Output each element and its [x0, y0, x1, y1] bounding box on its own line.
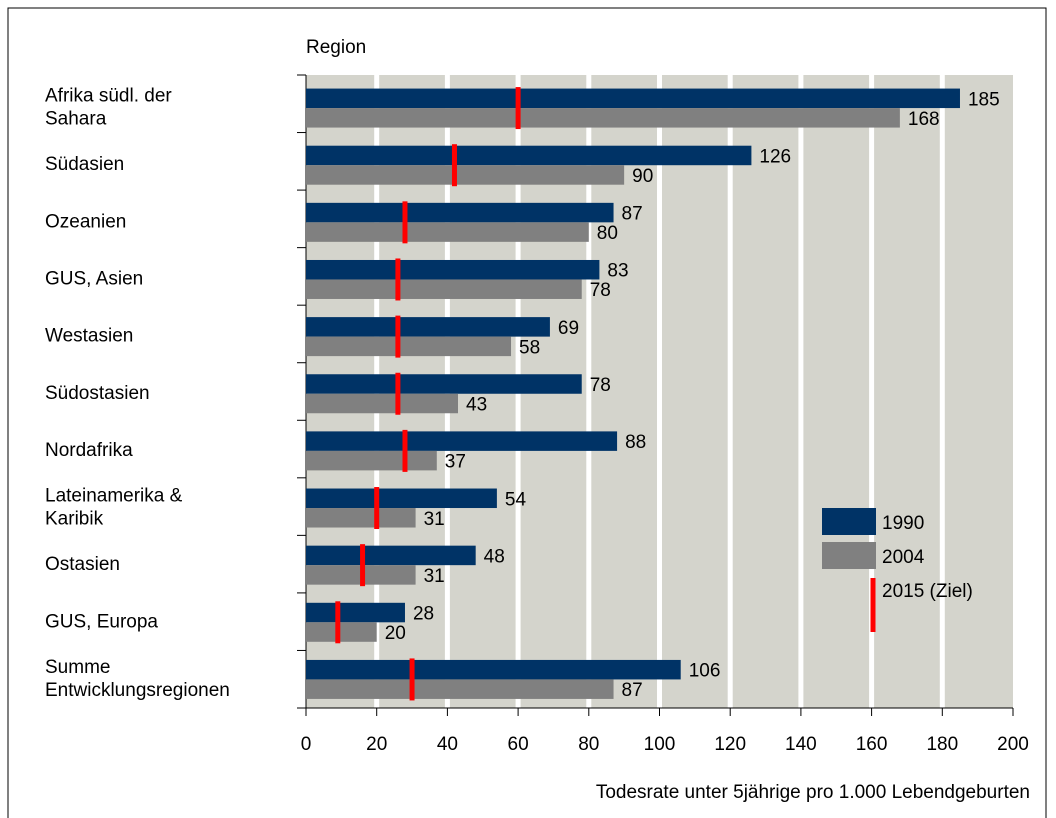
value-label: 126: [759, 146, 791, 167]
x-tick-label: 20: [366, 734, 387, 755]
legend-swatch: [822, 508, 876, 535]
frame: [7, 7, 1047, 818]
value-label: 48: [484, 546, 505, 567]
bar: [306, 431, 618, 451]
bar: [306, 317, 550, 337]
bar: [306, 108, 900, 128]
category-label: Lateinamerika & Karibik: [45, 486, 183, 530]
value-label: 78: [590, 280, 611, 301]
x-tick-label: 180: [926, 734, 958, 755]
category-label: Südostasien: [45, 383, 150, 404]
bar: [306, 659, 681, 680]
value-label: 28: [413, 604, 434, 625]
value-label: 185: [968, 89, 1000, 110]
value-label: 78: [590, 375, 611, 396]
value-label: 83: [607, 261, 628, 282]
legend-label: 2015 (Ziel): [882, 581, 973, 602]
category-label: GUS, Europa: [45, 611, 158, 632]
value-label: 37: [445, 452, 466, 473]
category-label: Afrika südl. der Sahara: [45, 86, 172, 130]
legend-swatch: [822, 542, 876, 569]
x-tick-label: 60: [508, 734, 529, 755]
value-label: 20: [385, 623, 406, 644]
y-axis-label: Region: [306, 37, 366, 58]
legend-label: 2004: [882, 547, 925, 568]
bar: [306, 374, 582, 394]
value-label: 87: [622, 204, 643, 225]
x-tick-label: 140: [785, 734, 817, 755]
bar: [306, 222, 589, 242]
value-label: 106: [689, 661, 721, 682]
category-label: Westasien: [45, 326, 133, 347]
bar: [306, 545, 476, 566]
value-label: 43: [466, 395, 487, 416]
bar: [306, 488, 497, 509]
value-label: 31: [424, 566, 445, 587]
category-label: Nordafrika: [45, 440, 133, 461]
x-tick-label: 200: [997, 734, 1029, 755]
value-label: 87: [622, 680, 643, 701]
value-label: 168: [908, 109, 940, 130]
value-label: 69: [558, 318, 579, 339]
bar: [306, 202, 614, 223]
x-tick-label: 120: [714, 734, 746, 755]
category-label: Ostasien: [45, 554, 120, 575]
bar: [306, 165, 625, 185]
x-axis-label: Todesrate unter 5jährige pro 1.000 Leben…: [596, 782, 1030, 803]
value-label: 58: [519, 337, 540, 358]
bar: [306, 602, 405, 623]
x-tick-label: 40: [437, 734, 458, 755]
value-label: 80: [597, 223, 618, 244]
bar: [306, 145, 752, 166]
value-label: 31: [424, 509, 445, 530]
bar: [306, 393, 459, 414]
bar: [306, 259, 600, 280]
category-label: Ozeanien: [45, 211, 126, 232]
value-label: 88: [625, 432, 646, 453]
category-label: GUS, Asien: [45, 268, 143, 289]
bar: [306, 88, 960, 109]
value-label: 54: [505, 489, 527, 510]
bar: [306, 279, 582, 299]
category-label: Südasien: [45, 154, 124, 175]
x-tick-label: 100: [644, 734, 676, 755]
x-tick-label: 0: [301, 734, 312, 755]
legend-label: 1990: [882, 513, 924, 534]
bar: [306, 336, 512, 357]
bar: [306, 450, 437, 471]
category-label: Summe Entwicklungsregionen: [45, 657, 230, 701]
bar: [306, 622, 377, 642]
value-label: 90: [632, 166, 653, 187]
bar: [306, 508, 416, 528]
x-tick-label: 80: [578, 734, 599, 755]
bar: [306, 679, 614, 699]
x-tick-label: 160: [856, 734, 888, 755]
